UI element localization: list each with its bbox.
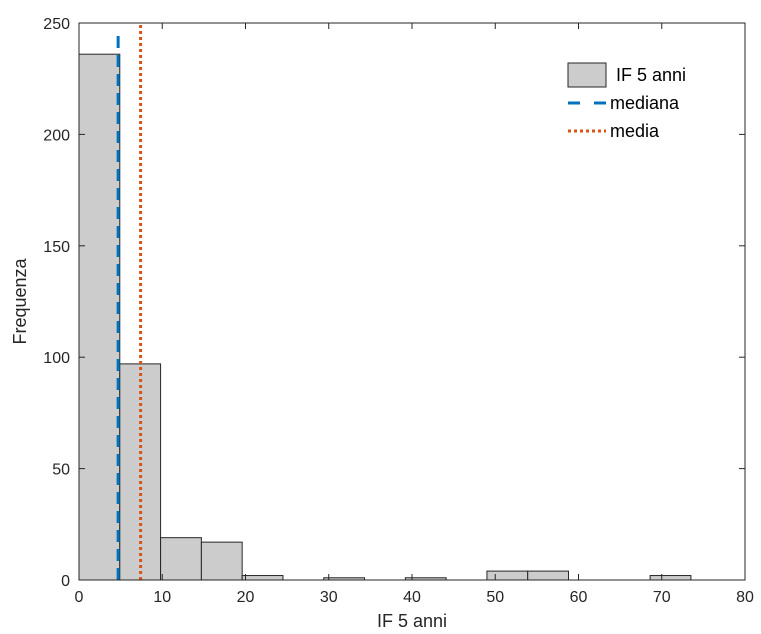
y-tick-label: 0 [61, 573, 70, 590]
histogram-bar [486, 570, 529, 581]
y-tick-label: 50 [52, 462, 70, 479]
legend: IF 5 anni mediana media [567, 62, 686, 141]
y-axis-label: Frequenza [10, 257, 30, 344]
y-tick-label: 200 [43, 127, 70, 144]
x-tick-label: 20 [237, 589, 255, 606]
x-tick-label: 50 [486, 589, 504, 606]
histogram-bar [649, 575, 692, 581]
x-tick-label: 70 [653, 589, 671, 606]
x-axis-label: IF 5 anni [377, 611, 447, 631]
x-tick-label: 80 [736, 589, 754, 606]
y-tick-label: 250 [43, 16, 70, 33]
legend-swatch-bar [567, 62, 607, 88]
histogram-bar [200, 541, 243, 581]
x-tick-label: 30 [320, 589, 338, 606]
x-tick-label: 60 [570, 589, 588, 606]
legend-label-mean: media [610, 121, 660, 141]
histogram-bar [160, 537, 202, 581]
bars-group [78, 53, 692, 581]
legend-label-bar: IF 5 anni [616, 65, 686, 85]
y-tick-label: 150 [43, 239, 70, 256]
x-tick-label: 40 [403, 589, 421, 606]
histogram-bar [78, 53, 121, 581]
x-tick-label: 0 [75, 589, 84, 606]
y-tick-label: 100 [43, 350, 70, 367]
stat-lines-group [116, 23, 143, 580]
histogram-bar [527, 570, 570, 581]
histogram-bar [241, 575, 284, 581]
x-tick-label: 10 [153, 589, 171, 606]
legend-label-median: mediana [610, 93, 680, 113]
ticks-group: 0 10 20 30 40 50 60 70 80 0 50 100 150 200 250 [43, 16, 754, 606]
